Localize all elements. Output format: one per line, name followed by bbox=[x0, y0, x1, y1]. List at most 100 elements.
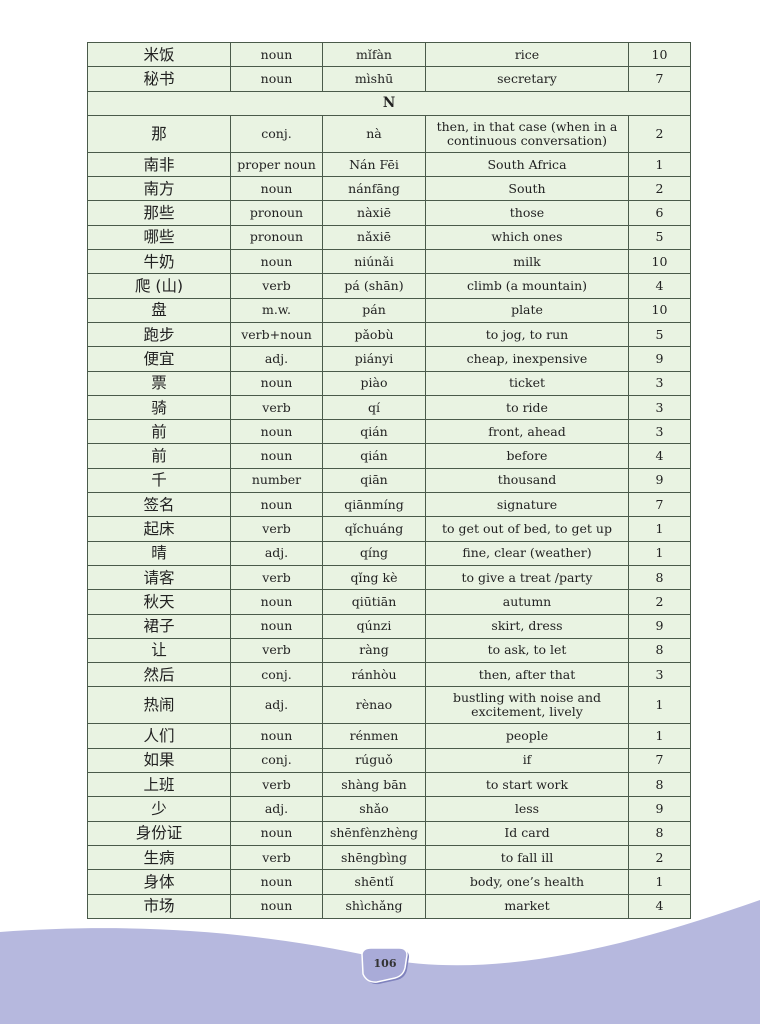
lesson-number-cell: 4 bbox=[628, 443, 691, 469]
vocab-row: 牛奶 noun niúnǎi milk 10 bbox=[87, 249, 691, 275]
vocab-row: 然后 conj. ránhòu then, after that 3 bbox=[87, 662, 691, 688]
lesson-number-cell: 5 bbox=[628, 224, 691, 251]
hanzi-cell: 牛奶 bbox=[87, 249, 231, 275]
part-of-speech-cell: pronoun bbox=[230, 224, 323, 251]
meaning-cell: then, in that case (when in a continuous… bbox=[425, 114, 629, 153]
meaning-cell: rice bbox=[425, 41, 629, 68]
vocab-row: 身体 noun shēntǐ body, one’s health 1 bbox=[87, 869, 691, 895]
hanzi-cell: 那 bbox=[87, 114, 231, 153]
part-of-speech-cell: pronoun bbox=[230, 200, 323, 226]
vocab-row: 签名 noun qiānmíng signature 7 bbox=[87, 492, 691, 518]
section-letter: N bbox=[87, 90, 691, 116]
meaning-cell: then, after that bbox=[425, 662, 629, 688]
meaning-cell: South Africa bbox=[425, 151, 629, 178]
part-of-speech-cell: verb bbox=[230, 564, 323, 591]
hanzi-cell: 身份证 bbox=[87, 820, 231, 846]
part-of-speech-cell: noun bbox=[230, 893, 323, 919]
vocabulary-table: 米饭 noun mǐfàn rice 10 秘书 noun mìshū secretary 7 N 那… bbox=[87, 41, 691, 919]
pinyin-cell: shàng bān bbox=[322, 772, 426, 798]
pinyin-cell: nǎxiē bbox=[322, 224, 426, 251]
hanzi-cell: 热闹 bbox=[87, 686, 231, 725]
pinyin-cell: rènao bbox=[322, 686, 426, 725]
meaning-cell: before bbox=[425, 443, 629, 469]
pinyin-cell: qián bbox=[322, 419, 426, 445]
lesson-number-cell: 7 bbox=[628, 66, 691, 92]
lesson-number-cell: 10 bbox=[628, 41, 691, 68]
part-of-speech-cell: conj. bbox=[230, 662, 323, 688]
meaning-cell: to fall ill bbox=[425, 844, 629, 871]
hanzi-cell: 如果 bbox=[87, 747, 231, 774]
hanzi-cell: 晴 bbox=[87, 540, 231, 566]
lesson-number-cell: 3 bbox=[628, 370, 691, 396]
meaning-cell: people bbox=[425, 723, 629, 749]
lesson-number-cell: 1 bbox=[628, 723, 691, 749]
hanzi-cell: 秘书 bbox=[87, 66, 231, 92]
lesson-number-cell: 1 bbox=[628, 686, 691, 725]
hanzi-cell: 盘 bbox=[87, 297, 231, 323]
pinyin-cell: nàxiē bbox=[322, 200, 426, 226]
page-number: 106 bbox=[373, 957, 397, 970]
pinyin-cell: qiān bbox=[322, 467, 426, 494]
meaning-cell: those bbox=[425, 200, 629, 226]
lesson-number-cell: 1 bbox=[628, 151, 691, 178]
hanzi-cell: 市场 bbox=[87, 893, 231, 919]
part-of-speech-cell: noun bbox=[230, 443, 323, 469]
part-of-speech-cell: noun bbox=[230, 249, 323, 275]
hanzi-cell: 便宜 bbox=[87, 346, 231, 372]
part-of-speech-cell: number bbox=[230, 467, 323, 494]
hanzi-cell: 少 bbox=[87, 796, 231, 822]
pinyin-cell: mìshū bbox=[322, 66, 426, 92]
lesson-number-cell: 2 bbox=[628, 844, 691, 871]
vocab-row: 便宜 adj. piányi cheap, inexpensive 9 bbox=[87, 346, 691, 372]
vocabulary-table-body: 米饭 noun mǐfàn rice 10 秘书 noun mìshū secretary 7 N 那… bbox=[87, 41, 691, 919]
pinyin-cell: piányi bbox=[322, 346, 426, 372]
hanzi-cell: 前 bbox=[87, 419, 231, 445]
vocab-row: 上班 verb shàng bān to start work 8 bbox=[87, 772, 691, 798]
pinyin-cell: qíng bbox=[322, 540, 426, 566]
lesson-number-cell: 8 bbox=[628, 820, 691, 846]
pinyin-cell: ràng bbox=[322, 637, 426, 664]
lesson-number-cell: 8 bbox=[628, 772, 691, 798]
hanzi-cell: 人们 bbox=[87, 723, 231, 749]
vocab-row: 市场 noun shìchǎng market 4 bbox=[87, 893, 691, 919]
hanzi-cell: 签名 bbox=[87, 492, 231, 518]
hanzi-cell: 哪些 bbox=[87, 224, 231, 251]
hanzi-cell: 南方 bbox=[87, 176, 231, 202]
pinyin-cell: pǎobù bbox=[322, 321, 426, 348]
part-of-speech-cell: adj. bbox=[230, 686, 323, 725]
pinyin-cell: qiūtiān bbox=[322, 589, 426, 615]
lesson-number-cell: 9 bbox=[628, 796, 691, 822]
lesson-number-cell: 7 bbox=[628, 747, 691, 774]
vocab-row: 前 noun qián front, ahead 3 bbox=[87, 419, 691, 445]
hanzi-cell: 生病 bbox=[87, 844, 231, 871]
hanzi-cell: 让 bbox=[87, 637, 231, 664]
part-of-speech-cell: m.w. bbox=[230, 297, 323, 323]
meaning-cell: body, one’s health bbox=[425, 869, 629, 895]
meaning-cell: if bbox=[425, 747, 629, 774]
vocab-row: 盘 m.w. pán plate 10 bbox=[87, 297, 691, 323]
pinyin-cell: shēnfènzhèng bbox=[322, 820, 426, 846]
pinyin-cell: shìchǎng bbox=[322, 893, 426, 919]
part-of-speech-cell: verb bbox=[230, 637, 323, 664]
part-of-speech-cell: noun bbox=[230, 370, 323, 396]
meaning-cell: Id card bbox=[425, 820, 629, 846]
lesson-number-cell: 7 bbox=[628, 492, 691, 518]
part-of-speech-cell: noun bbox=[230, 723, 323, 749]
lesson-number-cell: 3 bbox=[628, 394, 691, 421]
vocab-row: 骑 verb qí to ride 3 bbox=[87, 394, 691, 421]
meaning-cell: to give a treat /party bbox=[425, 564, 629, 591]
lesson-number-cell: 1 bbox=[628, 516, 691, 542]
part-of-speech-cell: verb+noun bbox=[230, 321, 323, 348]
lesson-number-cell: 8 bbox=[628, 564, 691, 591]
hanzi-cell: 千 bbox=[87, 467, 231, 494]
meaning-cell: thousand bbox=[425, 467, 629, 494]
hanzi-cell: 那些 bbox=[87, 200, 231, 226]
lesson-number-cell: 6 bbox=[628, 200, 691, 226]
part-of-speech-cell: noun bbox=[230, 419, 323, 445]
hanzi-cell: 秋天 bbox=[87, 589, 231, 615]
lesson-number-cell: 3 bbox=[628, 419, 691, 445]
vocab-row: 起床 verb qǐchuáng to get out of bed, to get … bbox=[87, 516, 691, 542]
vocab-row: 那 conj. nà then, in that case (when in a co… bbox=[87, 114, 691, 153]
part-of-speech-cell: noun bbox=[230, 41, 323, 68]
page-number-badge: 106 bbox=[361, 947, 413, 986]
